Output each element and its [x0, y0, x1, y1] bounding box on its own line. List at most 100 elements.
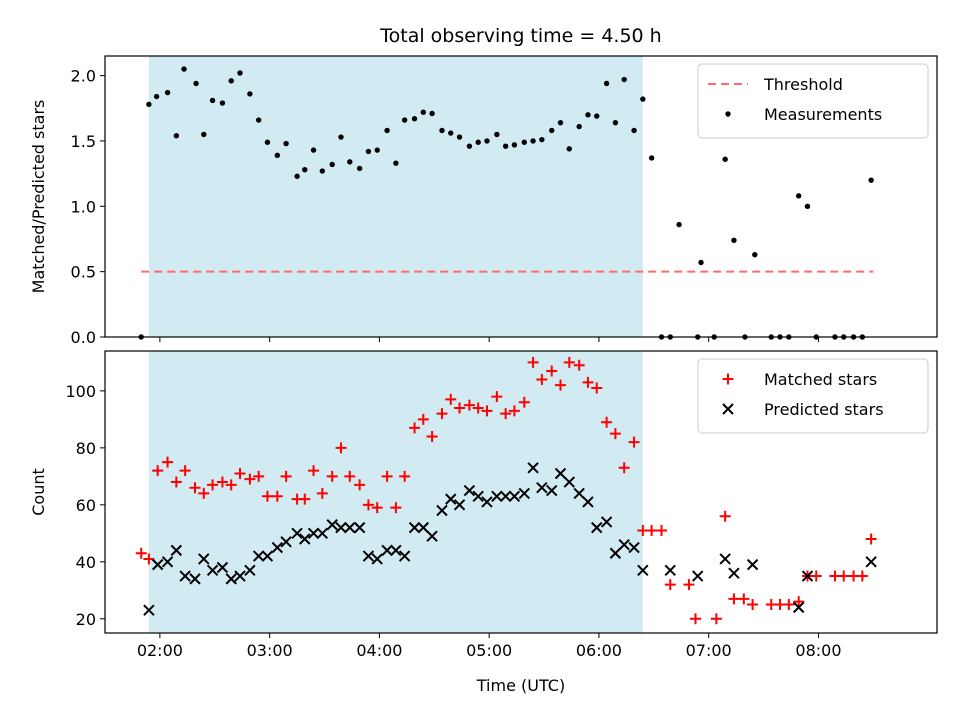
- data-point: [628, 541, 640, 554]
- data-point: [466, 143, 473, 149]
- y-tick-label: 100: [65, 382, 96, 401]
- data-point: [189, 573, 201, 585]
- data-point: [173, 133, 180, 139]
- data-point: [193, 80, 199, 87]
- data-point: [664, 564, 676, 577]
- data-point: [618, 538, 630, 551]
- legend-handle: [722, 403, 734, 415]
- data-point: [563, 476, 576, 488]
- data-point: [463, 399, 475, 411]
- data-point: [555, 379, 567, 391]
- data-point: [463, 484, 476, 497]
- data-point: [484, 138, 490, 144]
- data-point: [582, 376, 594, 388]
- data-point: [335, 442, 347, 454]
- data-point: [502, 143, 509, 149]
- data-point: [143, 604, 155, 616]
- data-point: [838, 570, 850, 582]
- data-point: [648, 155, 655, 161]
- data-point: [411, 116, 418, 122]
- data-point: [326, 470, 338, 482]
- data-point: [179, 570, 191, 582]
- data-point: [135, 547, 147, 559]
- data-point: [164, 89, 171, 96]
- legend-label: Predicted stars: [764, 400, 884, 419]
- data-point: [576, 123, 582, 130]
- data-point: [536, 482, 548, 494]
- data-point: [216, 561, 229, 574]
- data-point: [676, 221, 682, 228]
- data-point: [261, 550, 274, 562]
- data-point: [793, 596, 805, 608]
- data-point: [453, 499, 466, 511]
- data-point: [728, 567, 740, 579]
- x-tick-label: 05:00: [466, 641, 512, 660]
- data-point: [801, 570, 814, 582]
- data-point: [582, 496, 594, 508]
- data-point: [390, 502, 402, 514]
- series-measurements: [138, 66, 874, 340]
- data-point: [362, 499, 374, 511]
- data-point: [151, 558, 164, 571]
- data-point: [271, 490, 283, 502]
- data-point: [247, 91, 253, 97]
- data-point: [344, 470, 356, 482]
- data-point: [228, 78, 234, 84]
- legend: Threshold Measurements: [697, 63, 929, 139]
- data-point: [628, 436, 640, 448]
- x-tick-label: 03:00: [247, 641, 293, 660]
- y-axis-label: Count: [29, 468, 48, 516]
- data-point: [399, 470, 411, 482]
- data-point: [563, 356, 575, 368]
- data-point: [747, 599, 759, 611]
- legend-handle: [725, 111, 731, 117]
- x-axis-label: Time (UTC): [476, 676, 565, 695]
- data-point: [518, 396, 530, 408]
- data-point: [261, 490, 273, 502]
- data-point: [554, 467, 567, 480]
- data-point: [566, 146, 572, 152]
- chart-title: Total observing time = 4.50 h: [379, 25, 661, 47]
- data-point: [274, 152, 281, 159]
- data-point: [189, 482, 201, 494]
- axes-frame: [104, 350, 938, 634]
- data-point: [609, 547, 622, 559]
- data-point: [381, 544, 393, 557]
- legend: Matched stars Predicted stars: [697, 358, 929, 434]
- data-point: [280, 470, 292, 482]
- y-tick-label: 0.0: [71, 328, 96, 347]
- data-point: [146, 101, 152, 108]
- data-point: [546, 365, 558, 377]
- data-point: [393, 160, 399, 166]
- data-point: [170, 476, 182, 488]
- data-point: [374, 147, 380, 153]
- data-point: [698, 259, 704, 266]
- y-tick-label: 0.5: [71, 263, 96, 282]
- data-point: [143, 553, 155, 565]
- data-point: [326, 519, 338, 531]
- data-point: [162, 456, 174, 468]
- data-point: [731, 237, 737, 243]
- y-tick-label: 2.0: [71, 67, 96, 86]
- data-point: [746, 558, 759, 571]
- data-point: [618, 462, 630, 474]
- data-point: [594, 113, 600, 119]
- data-point: [316, 487, 328, 499]
- data-point: [539, 136, 545, 143]
- data-point: [521, 139, 527, 145]
- data-point: [401, 117, 408, 123]
- data-point: [518, 487, 531, 500]
- data-point: [252, 550, 265, 562]
- data-point: [353, 521, 366, 534]
- data-point: [319, 168, 326, 174]
- data-point: [344, 521, 356, 534]
- data-point: [795, 193, 802, 199]
- data-point: [609, 428, 621, 440]
- legend-box: [697, 358, 929, 434]
- data-point: [752, 251, 758, 258]
- data-point: [637, 564, 649, 577]
- data-point: [591, 521, 603, 534]
- data-point: [408, 521, 421, 534]
- x-tick-label: 06:00: [576, 641, 622, 660]
- data-point: [253, 470, 265, 482]
